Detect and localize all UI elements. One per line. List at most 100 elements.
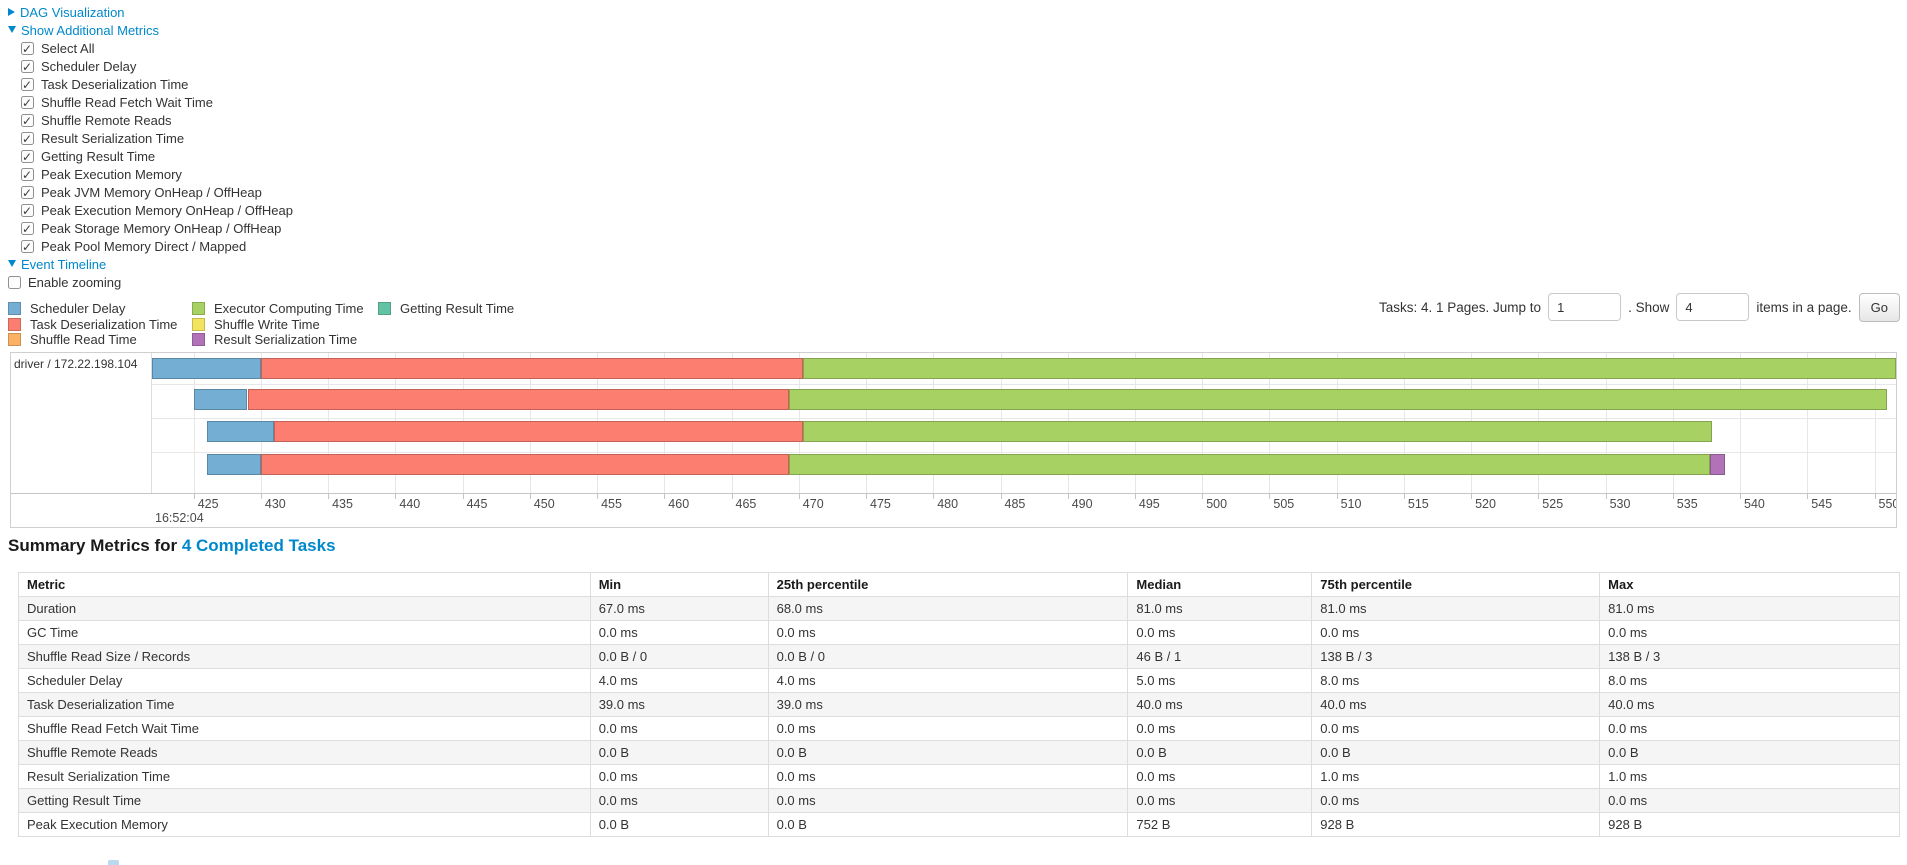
checkbox-peak-execution-memory[interactable] bbox=[21, 166, 34, 184]
table-cell: Getting Result Time bbox=[18, 788, 591, 813]
task-bar-segment-executor_computing[interactable] bbox=[802, 358, 1896, 379]
metric-checkbox-row-getting-result-time[interactable]: Getting Result Time bbox=[8, 148, 293, 166]
timeline-tick-label: 495 bbox=[1138, 497, 1160, 511]
table-cell: 0.0 ms bbox=[589, 788, 769, 813]
legend-label: Task Deserialization Time bbox=[30, 316, 178, 332]
legend-label: Shuffle Read Time bbox=[30, 332, 137, 347]
legend-item-task-deserialization-time: Task Deserialization Time bbox=[8, 317, 177, 333]
event-timeline-link[interactable]: Event Timeline bbox=[21, 257, 107, 272]
timeline-major-label: 16:52:04 bbox=[155, 511, 204, 525]
event-timeline-toggle[interactable]: Event Timeline bbox=[8, 256, 293, 274]
task-bar-segment-task_deserialization[interactable] bbox=[247, 389, 790, 410]
legend-swatch-icon bbox=[8, 302, 21, 315]
timeline-tick bbox=[731, 494, 733, 499]
metric-checkbox-row-peak-execution-memory-onheap-offheap[interactable]: Peak Execution Memory OnHeap / OffHeap bbox=[8, 202, 293, 220]
enable-zooming-checkbox[interactable] bbox=[8, 276, 21, 289]
checkbox-peak-jvm-memory-onheap-offheap[interactable] bbox=[21, 184, 34, 202]
jump-to-page-input[interactable] bbox=[1548, 293, 1622, 321]
metric-checkbox-row-shuffle-remote-reads[interactable]: Shuffle Remote Reads bbox=[8, 112, 293, 130]
checkbox-shuffle-read-fetch-wait-time[interactable] bbox=[21, 94, 34, 112]
checkbox-label: Peak Pool Memory Direct / Mapped bbox=[41, 239, 247, 254]
dag-visualization-toggle[interactable]: DAG Visualization bbox=[8, 4, 293, 22]
metric-checkbox-row-shuffle-read-fetch-wait-time[interactable]: Shuffle Read Fetch Wait Time bbox=[8, 94, 293, 112]
timeline-tick-label: 470 bbox=[802, 497, 824, 511]
expanded-arrow-icon bbox=[8, 260, 16, 267]
timeline-tick bbox=[1000, 494, 1002, 499]
dag-visualization-link[interactable]: DAG Visualization bbox=[20, 5, 125, 20]
timeline-tick bbox=[1134, 494, 1136, 499]
timeline-gridline bbox=[1807, 353, 1809, 493]
table-cell: 752 B bbox=[1127, 812, 1313, 837]
completed-tasks-link[interactable]: 4 Completed Tasks bbox=[181, 536, 336, 555]
table-header-row: Metric Min 25th percentile Median 75th perce… bbox=[18, 572, 1900, 597]
table-cell: 0.0 B / 0 bbox=[767, 644, 1129, 669]
checkbox-peak-execution-memory-onheap-offheap[interactable] bbox=[21, 202, 34, 220]
show-additional-metrics-link[interactable]: Show Additional Metrics bbox=[21, 23, 160, 38]
metric-checkbox-row-peak-storage-memory-onheap-offheap[interactable]: Peak Storage Memory OnHeap / OffHeap bbox=[8, 220, 293, 238]
task-bar-segment-executor_computing[interactable] bbox=[789, 454, 1711, 475]
table-cell: 1.0 ms bbox=[1599, 764, 1900, 789]
task-bar-segment-result_serialization[interactable] bbox=[1710, 454, 1726, 475]
timeline-tick-label: 545 bbox=[1811, 497, 1833, 511]
timeline-tick bbox=[1605, 494, 1607, 499]
metric-checkbox-row-select-all[interactable]: Select All bbox=[8, 40, 293, 58]
timeline-tick bbox=[1403, 494, 1405, 499]
checkbox-select-all[interactable] bbox=[21, 40, 34, 58]
table-cell: Shuffle Remote Reads bbox=[18, 740, 591, 765]
metric-checkbox-row-scheduler-delay[interactable]: Scheduler Delay bbox=[8, 58, 293, 76]
checkbox-peak-pool-memory-direct-mapped[interactable] bbox=[21, 238, 34, 256]
timeline-tick bbox=[866, 494, 867, 499]
enable-zooming-row[interactable]: Enable zooming bbox=[8, 274, 293, 292]
task-bar-segment-scheduler_delay[interactable] bbox=[152, 358, 261, 379]
metric-checkbox-row-peak-execution-memory[interactable]: Peak Execution Memory bbox=[8, 166, 293, 184]
metric-checkbox-row-task-deserialization-time[interactable]: Task Deserialization Time bbox=[8, 76, 293, 94]
checkbox-peak-storage-memory-onheap-offheap[interactable] bbox=[21, 220, 34, 238]
timeline-tick-label: 435 bbox=[332, 497, 353, 511]
timeline-tick-label: 475 bbox=[870, 497, 891, 511]
checkbox-task-deserialization-time[interactable] bbox=[21, 76, 34, 94]
go-button[interactable]: Go bbox=[1858, 292, 1900, 322]
task-bar-segment-scheduler_delay[interactable] bbox=[193, 389, 248, 410]
metric-checkbox-row-peak-jvm-memory-onheap-offheap[interactable]: Peak JVM Memory OnHeap / OffHeap bbox=[8, 184, 293, 202]
checkbox-result-serialization-time[interactable] bbox=[21, 130, 34, 148]
task-bar-segment-task_deserialization[interactable] bbox=[274, 421, 803, 442]
timeline-tick bbox=[1471, 494, 1473, 499]
metric-checkbox-row-peak-pool-memory-direct-mapped[interactable]: Peak Pool Memory Direct / Mapped bbox=[8, 238, 293, 256]
task-bar-segment-scheduler_delay[interactable] bbox=[207, 454, 261, 475]
table-cell: 5.0 ms bbox=[1127, 668, 1313, 693]
table-cell: 4.0 ms bbox=[589, 668, 769, 693]
table-cell: 4.0 ms bbox=[767, 668, 1129, 693]
table-row-shuffle-read-size-records: Shuffle Read Size / Records 0.0 B / 0 0.0 … bbox=[18, 644, 1900, 669]
task-bar-segment-scheduler_delay[interactable] bbox=[207, 421, 275, 442]
table-cell: 0.0 B bbox=[589, 812, 769, 837]
timeline-tick-label: 525 bbox=[1542, 497, 1564, 511]
checkbox-scheduler-delay[interactable] bbox=[21, 58, 34, 76]
column-header-max: Max bbox=[1599, 572, 1900, 597]
task-bar-segment-executor_computing[interactable] bbox=[802, 421, 1712, 442]
checkbox-shuffle-remote-reads[interactable] bbox=[21, 112, 34, 130]
event-timeline-chart: driver / 172.22.198.104 425 430 435 440 445 4… bbox=[10, 352, 1897, 528]
table-cell: 39.0 ms bbox=[589, 692, 769, 717]
timeline-gridline bbox=[1740, 353, 1741, 493]
table-cell: 0.0 B bbox=[767, 740, 1129, 765]
table-row-gc-time: GC Time 0.0 ms 0.0 ms 0.0 ms 0.0 ms 0.0 ms bbox=[18, 620, 1900, 645]
metric-checkbox-row-result-serialization-time[interactable]: Result Serialization Time bbox=[8, 130, 293, 148]
checkbox-label: Scheduler Delay bbox=[41, 59, 137, 74]
table-cell: Duration bbox=[18, 596, 591, 621]
task-bar-segment-task_deserialization[interactable] bbox=[260, 358, 803, 379]
timeline-tick-label: 455 bbox=[601, 497, 622, 511]
checkbox-label: Peak JVM Memory OnHeap / OffHeap bbox=[41, 185, 262, 200]
show-additional-metrics-toggle[interactable]: Show Additional Metrics bbox=[8, 22, 293, 40]
timeline-tick-label: 510 bbox=[1340, 497, 1362, 511]
table-cell: 0.0 ms bbox=[767, 788, 1129, 813]
legend-label: Getting Result Time bbox=[400, 301, 515, 316]
items-per-page-input[interactable] bbox=[1676, 293, 1750, 321]
checkbox-getting-result-time[interactable] bbox=[21, 148, 34, 166]
task-bar-segment-task_deserialization[interactable] bbox=[260, 454, 790, 475]
timeline-axis-line bbox=[11, 493, 1896, 494]
task-bar-segment-executor_computing[interactable] bbox=[789, 389, 1887, 410]
task-pagination: Tasks: 4. 1 Pages. Jump to . Show items … bbox=[1379, 291, 1900, 323]
timeline-tick bbox=[1067, 494, 1069, 499]
summary-metrics-table: Metric Min 25th percentile Median 75th perce… bbox=[18, 572, 1900, 837]
table-cell: 0.0 ms bbox=[1599, 716, 1900, 741]
